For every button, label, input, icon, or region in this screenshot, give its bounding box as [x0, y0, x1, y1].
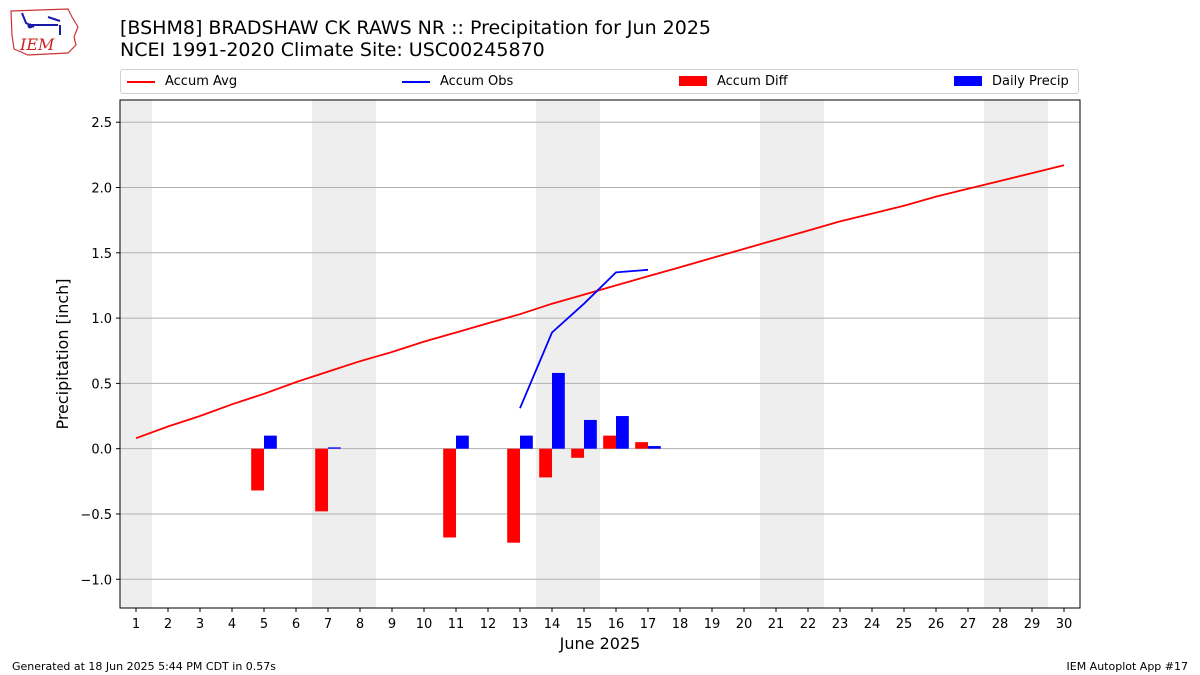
daily-precip-bar: [520, 435, 533, 449]
weekend-shade: [984, 100, 1016, 608]
accum-obs-line: [519, 268, 649, 409]
y-axis-label: Precipitation [inch]: [53, 278, 72, 429]
accum-diff-bar: [571, 448, 584, 458]
x-tick-label: 17: [640, 617, 657, 632]
legend-label-accum-obs: Accum Obs: [440, 74, 514, 89]
x-tick-label: 16: [608, 617, 625, 632]
weekend-shade: [792, 100, 824, 608]
x-tick-label: 5: [260, 617, 268, 632]
accum-diff-bar: [603, 435, 616, 449]
y-tick-label: 0.0: [91, 443, 112, 458]
weekend-shade: [760, 100, 792, 608]
chart-subtitle: NCEI 1991-2020 Climate Site: USC00245870: [120, 39, 545, 61]
generated-timestamp: Generated at 18 Jun 2025 5:44 PM CDT in …: [12, 660, 277, 673]
x-tick-label: 3: [196, 617, 204, 632]
x-tick-label: 14: [544, 617, 561, 632]
legend-label-accum-avg: Accum Avg: [165, 74, 238, 89]
x-tick-label: 13: [512, 617, 529, 632]
x-tick-label: 21: [768, 617, 785, 632]
app-id-label: IEM Autoplot App #17: [1066, 660, 1189, 673]
y-tick-label: −1.0: [80, 573, 112, 588]
daily-precip-bar: [616, 416, 629, 449]
accum-avg-line: [135, 164, 1065, 440]
weekend-shade: [536, 100, 568, 608]
weekend-shade: [312, 100, 344, 608]
accum-diff-bar: [539, 448, 552, 478]
x-tick-label: 9: [388, 617, 396, 632]
x-axis-label: June 2025: [559, 634, 641, 653]
daily-precip-bar: [456, 435, 469, 449]
chart-title: [BSHM8] BRADSHAW CK RAWS NR :: Precipita…: [120, 17, 712, 39]
y-tick-label: 2.0: [91, 181, 112, 196]
weekend-shade: [120, 100, 152, 608]
daily-precip-bar: [584, 419, 597, 449]
logo-text: IEM: [19, 35, 55, 54]
y-tick-label: 1.0: [91, 312, 112, 327]
legend-swatch-daily-precip: [954, 76, 982, 86]
daily-precip-bar: [264, 435, 277, 449]
x-tick-label: 29: [1024, 617, 1041, 632]
accum-diff-bar: [315, 448, 328, 512]
y-tick-label: 1.5: [91, 247, 112, 262]
legend-label-daily-precip: Daily Precip: [992, 74, 1069, 89]
y-tick-label: −0.5: [80, 508, 112, 523]
legend-swatch-accum-obs: [402, 81, 430, 83]
x-tick-label: 19: [704, 617, 721, 632]
x-tick-label: 2: [164, 617, 172, 632]
legend-swatch-accum-diff: [679, 76, 707, 86]
x-tick-label: 11: [448, 617, 465, 632]
legend-label-accum-diff: Accum Diff: [717, 74, 788, 89]
daily-precip-bar: [328, 447, 341, 449]
y-tick-label: 0.5: [91, 377, 112, 392]
legend-swatch-accum-avg: [127, 81, 155, 83]
weekend-shade: [1016, 100, 1048, 608]
x-tick-label: 1: [132, 617, 140, 632]
x-tick-label: 7: [324, 617, 332, 632]
plot-frame: [119, 99, 1081, 609]
iem-logo: IEM: [10, 8, 79, 56]
y-tick-label: 2.5: [91, 116, 112, 131]
weekend-shade: [344, 100, 376, 608]
accum-diff-bar: [635, 442, 648, 449]
x-tick-label: 10: [416, 617, 433, 632]
x-tick-label: 8: [356, 617, 364, 632]
daily-precip-bar: [552, 372, 565, 449]
x-tick-label: 24: [864, 617, 881, 632]
x-tick-label: 15: [576, 617, 593, 632]
x-tick-label: 26: [928, 617, 945, 632]
x-tick-label: 18: [672, 617, 689, 632]
x-tick-label: 28: [992, 617, 1009, 632]
daily-precip-bar: [648, 446, 661, 449]
x-tick-label: 12: [480, 617, 497, 632]
accum-diff-bar: [507, 448, 520, 543]
x-tick-label: 27: [960, 617, 977, 632]
x-tick-label: 22: [800, 617, 817, 632]
x-tick-label: 23: [832, 617, 849, 632]
x-tick-label: 25: [896, 617, 913, 632]
accum-diff-bar: [443, 448, 456, 538]
accum-diff-bar: [251, 448, 264, 491]
x-tick-label: 30: [1056, 617, 1073, 632]
legend: Accum Avg Accum Obs Accum Diff Daily Pre…: [120, 69, 1079, 94]
x-tick-label: 20: [736, 617, 753, 632]
x-tick-label: 6: [292, 617, 300, 632]
weekend-shade: [568, 100, 600, 608]
x-tick-label: 4: [228, 617, 236, 632]
